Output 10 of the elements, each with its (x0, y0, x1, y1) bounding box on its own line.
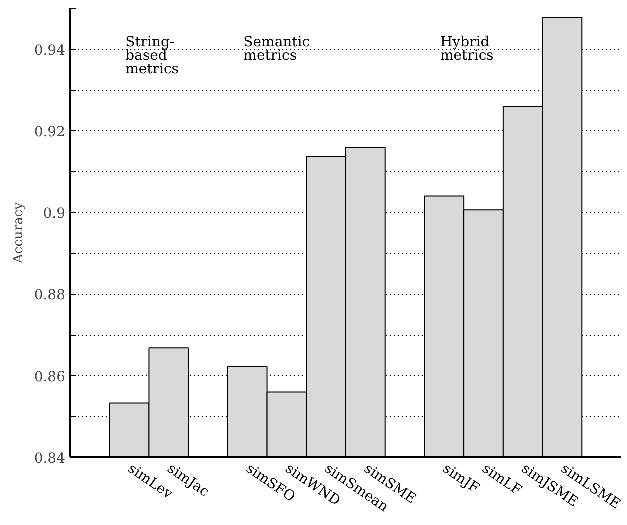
y-tick-label: 0.94 (34, 42, 66, 59)
annotation: String- based metrics (126, 34, 179, 78)
annotation: Semantic metrics (244, 34, 310, 64)
annotation: Hybrid metrics (440, 34, 494, 64)
y-tick-label: 0.88 (34, 288, 66, 304)
y-tick-label: 0.92 (34, 124, 66, 140)
y-tick-label: 0.86 (34, 369, 66, 386)
y-axis-title: Accuracy (11, 202, 26, 264)
y-tick-label: 0.84 (34, 451, 66, 467)
y-tick-label: 0.9 (43, 206, 66, 222)
